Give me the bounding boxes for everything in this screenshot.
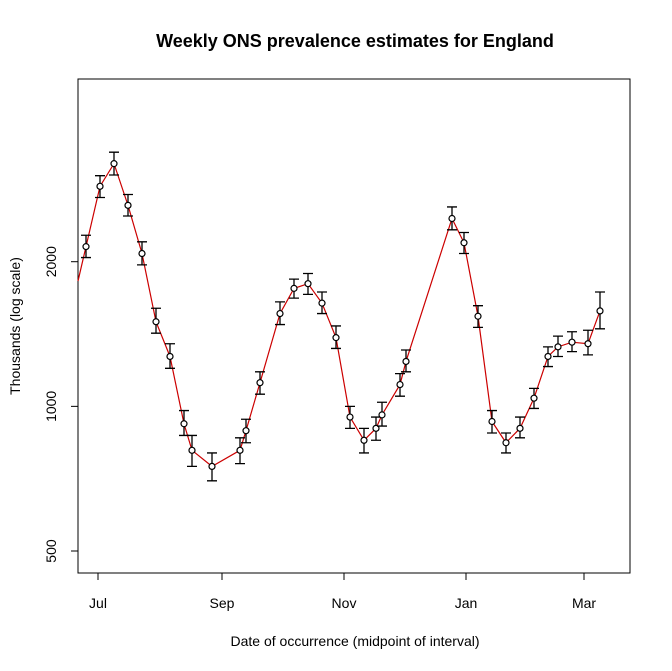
point-marker [596, 307, 604, 315]
data-point [235, 437, 245, 465]
point-marker [110, 160, 118, 168]
point-marker [138, 249, 146, 258]
data-point [207, 452, 217, 482]
data-point [165, 343, 175, 369]
point-marker [530, 394, 538, 402]
point-marker [372, 424, 380, 432]
point-marker [318, 299, 326, 307]
point-marker [516, 424, 524, 432]
point-marker [166, 352, 174, 361]
point-marker [378, 411, 386, 419]
data-point [515, 416, 525, 439]
y-axis: 500 1000 2000 [43, 246, 78, 563]
data-point [401, 349, 411, 373]
data-point [187, 434, 197, 468]
data-point [95, 175, 105, 199]
data-point [583, 329, 593, 356]
data-point [255, 371, 265, 395]
point-marker [502, 439, 510, 447]
data-point [303, 272, 313, 296]
data-point [459, 231, 469, 255]
data-point [359, 427, 369, 454]
point-marker [242, 427, 250, 435]
point-marker [208, 462, 216, 470]
data-point [137, 241, 147, 266]
point-marker [180, 420, 188, 428]
x-axis-label: Date of occurrence (midpoint of interval… [231, 633, 480, 649]
y-tick-label: 500 [43, 539, 59, 563]
point-marker [346, 413, 354, 421]
point-marker [256, 379, 264, 387]
x-tick-label: Jan [455, 595, 478, 611]
x-tick-label: Nov [332, 595, 357, 611]
data-point [567, 331, 577, 353]
point-marker [332, 334, 340, 342]
chart-title: Weekly ONS prevalence estimates for Engl… [156, 31, 554, 51]
data-point [487, 409, 497, 434]
data-point [109, 151, 119, 176]
data-point [395, 372, 405, 397]
data-point [595, 291, 605, 330]
data-point [345, 405, 355, 429]
point-marker [544, 352, 552, 361]
point-marker [96, 182, 104, 190]
plot-frame [77, 78, 631, 574]
x-tick-label: Mar [572, 595, 596, 611]
point-marker [460, 239, 468, 247]
point-marker [124, 201, 132, 209]
data-point [289, 278, 299, 299]
data-point [275, 301, 285, 326]
point-marker [396, 380, 404, 389]
x-tick-label: Sep [210, 595, 235, 611]
point-marker [290, 284, 298, 292]
point-marker [568, 338, 576, 346]
point-marker [474, 312, 482, 320]
data-point [81, 234, 91, 259]
x-axis: Jul Sep Nov Jan Mar [89, 573, 596, 611]
data-point [179, 409, 189, 437]
plot-area [77, 151, 605, 482]
point-marker [584, 340, 592, 348]
data-point [241, 418, 251, 444]
y-axis-label: Thousands (log scale) [7, 257, 23, 395]
data-point [543, 346, 553, 368]
data-point [317, 291, 327, 315]
data-point [473, 305, 483, 329]
point-marker [448, 214, 456, 223]
data-point [501, 432, 511, 454]
point-marker [276, 309, 284, 318]
point-marker [360, 436, 368, 444]
data-point [151, 307, 161, 334]
y-tick-label: 1000 [43, 391, 59, 422]
data-point [377, 401, 387, 427]
x-tick-label: Jul [89, 595, 107, 611]
point-marker [402, 357, 410, 366]
data-point [529, 387, 539, 410]
point-marker [488, 417, 496, 426]
data-point [553, 335, 563, 358]
point-marker [304, 280, 312, 288]
point-marker [188, 446, 196, 454]
y-tick-label: 2000 [43, 246, 59, 277]
point-marker [82, 243, 90, 251]
point-marker [236, 446, 244, 454]
point-marker [554, 343, 562, 351]
data-point [331, 325, 341, 350]
data-point [123, 193, 133, 217]
point-marker [152, 318, 160, 326]
data-point [447, 206, 457, 231]
